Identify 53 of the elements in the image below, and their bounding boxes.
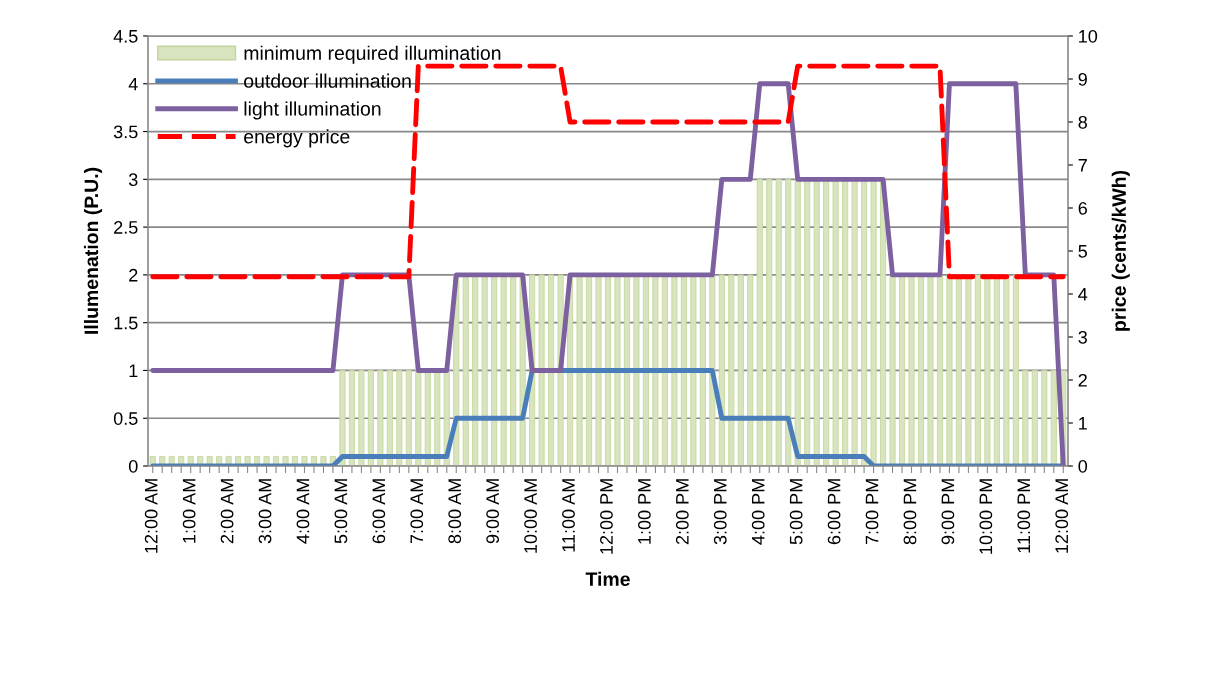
x-tick-label: 1:00 AM [182, 479, 196, 543]
x-tick-label: 2:00 PM [675, 479, 689, 545]
y2-tick-label: 5 [1078, 245, 1088, 258]
x-axis-title: Time [585, 571, 630, 587]
x-tick-label: 7:00 PM [865, 479, 879, 545]
y2-tick-label: 1 [1079, 417, 1087, 430]
y-axis-title: Illumenation (P.U.) [83, 167, 103, 334]
y-tick-label: 3 [128, 173, 138, 187]
y2-tick-label: 4 [1078, 288, 1088, 301]
x-tick-label: 4:00 PM [751, 479, 765, 545]
x-tick-label: 1:00 PM [638, 479, 651, 544]
x-tick-label: 3:00 PM [713, 479, 727, 545]
y2-tick-label: 9 [1078, 72, 1087, 86]
y-tick-label: 1.5 [114, 316, 138, 330]
x-tick-label: 6:00 AM [372, 479, 386, 544]
x-tick-label: 8:00 AM [448, 479, 462, 544]
y2-tick-label: 6 [1078, 201, 1087, 215]
x-tick-label: 2:00 AM [220, 479, 234, 544]
legend-label: light illumination [244, 101, 381, 120]
y2-tick-label: 7 [1078, 159, 1087, 172]
y2-tick-label: 2 [1078, 373, 1087, 387]
x-tick-label: 11:00 PM [1017, 479, 1031, 553]
y2-tick-label: 10 [1079, 29, 1098, 43]
legend-label: minimum required illumination [244, 45, 501, 64]
y-tick-label: 0.5 [113, 412, 138, 425]
x-tick-label: 5:00 PM [789, 479, 803, 545]
legend-label: energy price [244, 129, 350, 148]
y2-tick-label: 0 [1078, 459, 1088, 473]
x-tick-label: 3:00 AM [258, 479, 272, 544]
x-tick-label: 5:00 AM [334, 479, 348, 544]
x-tick-label: 9:00 AM [486, 479, 500, 544]
y-tick-label: 0 [128, 459, 138, 473]
y-tick-label: 4.5 [113, 30, 138, 43]
x-tick-label: 9:00 PM [941, 479, 955, 545]
x-tick-label: 4:00 AM [296, 479, 310, 544]
x-tick-label: 8:00 PM [903, 479, 917, 545]
x-tick-label: 6:00 PM [827, 479, 841, 545]
legend-label: outdoor illumination [244, 73, 411, 88]
y-tick-label: 1 [129, 364, 138, 377]
y2-axis-title: price (cents/kWh) [1111, 170, 1130, 331]
y-tick-label: 2.5 [114, 221, 138, 234]
y-tick-label: 3.5 [113, 125, 138, 139]
x-tick-label: 7:00 AM [410, 479, 424, 544]
x-tick-label: 11:00 AM [562, 479, 575, 552]
x-tick-label: 10:00 AM [524, 479, 537, 553]
y2-tick-label: 3 [1078, 330, 1087, 344]
x-tick-label: 12:00 PM [600, 479, 613, 554]
y-tick-label: 2 [129, 268, 138, 282]
y-tick-label: 4 [128, 77, 138, 91]
x-tick-label: 12:00 AM [1055, 479, 1069, 553]
y2-tick-label: 8 [1078, 115, 1087, 129]
x-tick-label: 12:00 AM [144, 479, 158, 553]
x-tick-label: 10:00 PM [979, 479, 993, 554]
